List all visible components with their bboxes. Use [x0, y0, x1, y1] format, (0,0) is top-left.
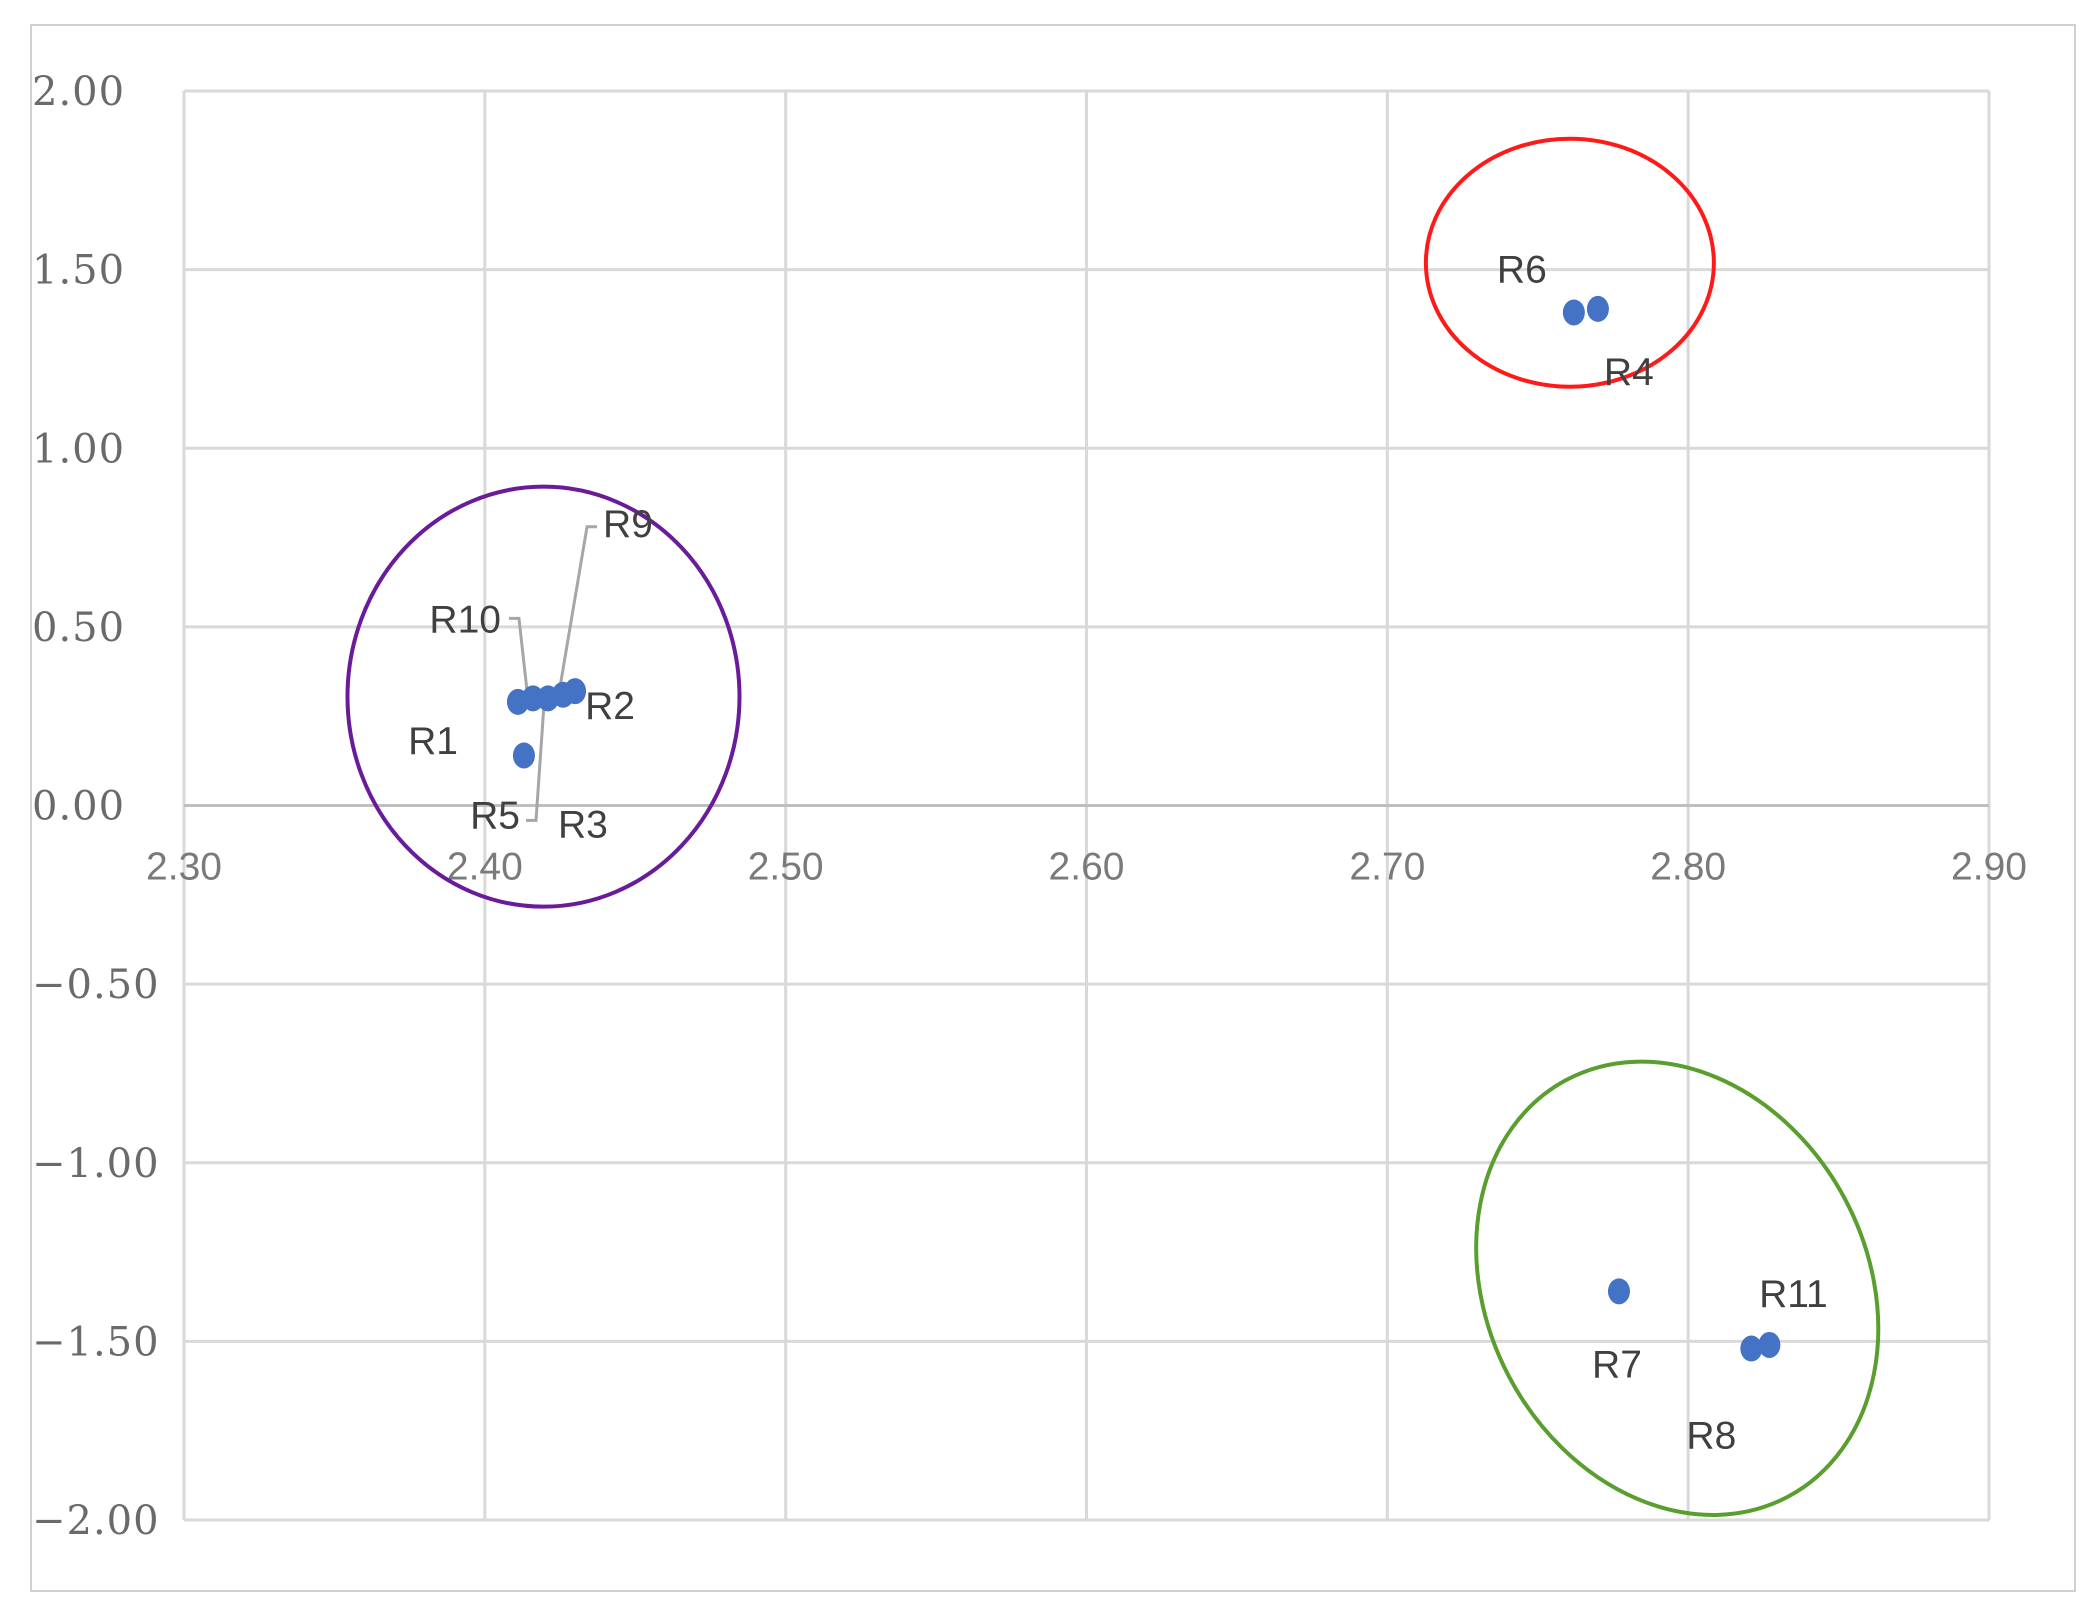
x-tick-label: 2.60: [1049, 846, 1125, 889]
data-point-r3: [512, 742, 535, 769]
y-tick-label: −1.50: [32, 1319, 160, 1365]
x-tick-label: 2.70: [1349, 846, 1425, 889]
chart-frame: [30, 24, 2076, 1592]
point-label-r9: R9: [603, 503, 653, 546]
data-point-r9: [552, 681, 575, 708]
point-label-r6: R6: [1497, 248, 1547, 291]
leader-line-r9: [557, 525, 598, 694]
point-label-r10: R10: [429, 598, 501, 641]
point-label-r3: R3: [558, 803, 608, 846]
y-tick-label: 1.00: [32, 426, 125, 472]
data-point-r10: [521, 685, 544, 712]
y-tick-label: −1.00: [32, 1141, 160, 1187]
point-labels: R1 R2 R3 R4 R5 R6 R7 R8 R9 R10 R11: [408, 248, 1828, 1457]
label-leader-lines: [508, 525, 598, 822]
y-tick-label: 0.00: [32, 784, 125, 830]
data-point-r11: [1758, 1331, 1781, 1358]
point-label-r1: R1: [408, 720, 458, 763]
leader-line-r5: [526, 704, 546, 822]
y-tick-label: 1.50: [32, 248, 125, 294]
cluster-ellipse: [345, 484, 742, 909]
x-axis-ticks: 2.30 2.40 2.50 2.60 2.70 2.80 2.90: [146, 846, 2027, 889]
cluster-ellipse: [1423, 136, 1716, 389]
y-tick-label: 2.00: [32, 69, 125, 115]
point-label-r8: R8: [1686, 1415, 1736, 1458]
x-tick-label: 2.90: [1951, 846, 2027, 889]
point-label-r4: R4: [1604, 351, 1654, 394]
x-tick-label: 2.40: [447, 846, 523, 889]
cluster-ellipses: [345, 136, 1881, 1517]
data-point-r6: [1562, 299, 1585, 326]
x-tick-label: 2.50: [748, 846, 824, 889]
y-tick-label: −0.50: [32, 962, 160, 1008]
leader-line-r10: [508, 616, 531, 709]
data-points: [506, 295, 1781, 1362]
y-axis-ticks: 2.00 1.50 1.00 0.50 0.00 −0.50 −1.00 −1.50 −2.00: [32, 69, 160, 1544]
y-tick-label: −2.00: [32, 1498, 160, 1544]
point-label-r5: R5: [470, 794, 520, 837]
cluster-ellipse: [1474, 1059, 1881, 1517]
data-point-r4: [1586, 295, 1609, 322]
point-label-r7: R7: [1592, 1343, 1642, 1386]
data-point-r7: [1607, 1278, 1630, 1305]
y-tick-label: 0.50: [32, 605, 125, 651]
point-label-r11: R11: [1759, 1273, 1828, 1316]
x-tick-label: 2.80: [1650, 846, 1726, 889]
x-tick-label: 2.30: [146, 846, 222, 889]
point-label-r2: R2: [585, 685, 635, 728]
data-point-r8: [1740, 1335, 1763, 1362]
